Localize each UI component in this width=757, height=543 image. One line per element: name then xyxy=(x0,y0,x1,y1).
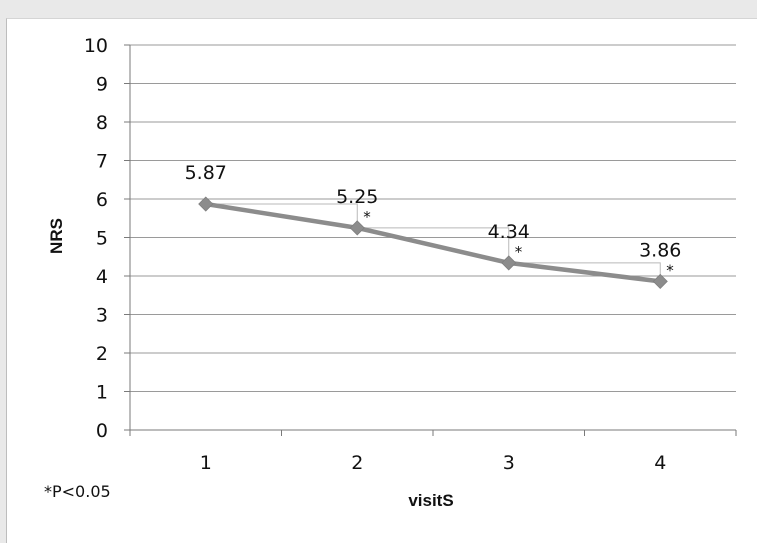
y-tick-label-0: 0 xyxy=(96,420,108,442)
x-tick-label-1: 1 xyxy=(200,452,212,474)
y-tick-label-6: 6 xyxy=(96,189,108,211)
y-tick-label-7: 7 xyxy=(96,151,108,173)
data-label-visit-2: 5.25 xyxy=(336,186,378,208)
data-label-visit-3: 4.34 xyxy=(488,221,530,243)
y-tick-label-8: 8 xyxy=(96,112,108,134)
comparison-bracket-2 xyxy=(205,203,358,228)
y-tick-label-3: 3 xyxy=(96,305,108,327)
significance-marker-visit-4: * xyxy=(666,261,674,279)
data-point-visit-4 xyxy=(652,273,668,289)
y-axis-title: NRS xyxy=(47,218,66,254)
chart-frame xyxy=(6,18,757,543)
series-layer xyxy=(198,196,668,289)
y-tick-label-5: 5 xyxy=(96,228,108,250)
data-point-visit-3 xyxy=(501,255,517,271)
x-axis-title: visitS xyxy=(408,491,453,510)
significance-marker-visit-2: * xyxy=(363,208,371,226)
y-tick-label-10: 10 xyxy=(84,35,108,57)
y-tick-label-9: 9 xyxy=(96,74,108,96)
y-tick-label-4: 4 xyxy=(96,266,108,288)
y-tick-label-2: 2 xyxy=(96,343,108,365)
label-layer: 5.875.25*4.34* 3.86* xyxy=(185,162,682,279)
significance-marker-visit-3: * xyxy=(515,243,523,261)
nrs-series-line xyxy=(203,201,663,284)
grid-layer xyxy=(130,44,736,392)
data-label-visit-1: 5.87 xyxy=(185,162,227,184)
y-tick-label-1: 1 xyxy=(96,382,108,404)
data-point-visit-2 xyxy=(349,220,365,236)
comparison-bracket-3 xyxy=(357,227,510,263)
x-tick-label-4: 4 xyxy=(654,452,666,474)
x-tick-label-2: 2 xyxy=(351,452,363,474)
x-tick-label-3: 3 xyxy=(503,452,515,474)
data-label-visit-4: 3.86 xyxy=(639,239,681,261)
significance-footnote: *P<0.05 xyxy=(44,482,111,501)
data-point-visit-1 xyxy=(198,196,214,212)
axis-layer: 0 1 2 3 4 5 6 7 8 9 10 1 2 3 4 xyxy=(84,35,737,474)
